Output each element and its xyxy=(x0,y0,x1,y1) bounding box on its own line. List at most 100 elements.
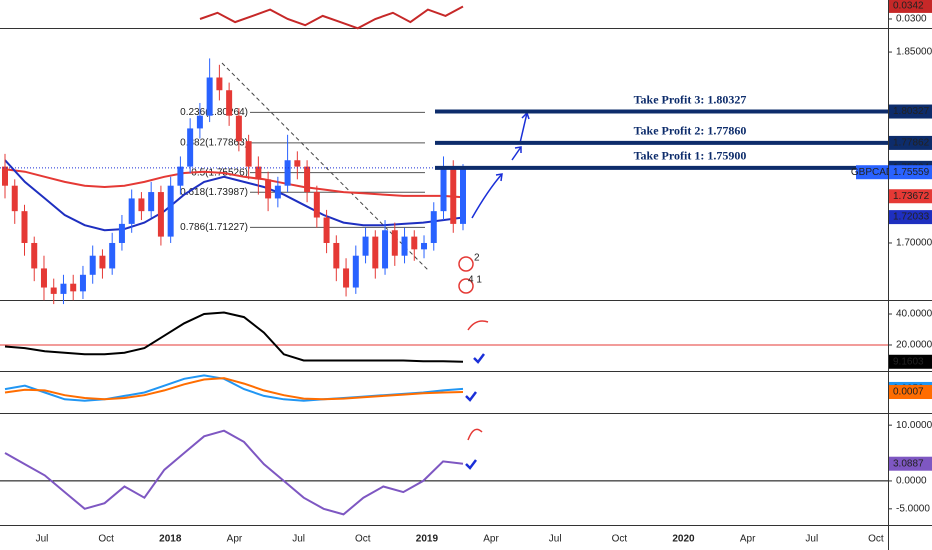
take-profit-label: Take Profit 2: 1.77860 xyxy=(634,124,747,138)
price-tag-label: 1.75559 xyxy=(893,167,930,178)
y-tick-label: 0.0000 xyxy=(896,476,927,487)
y-tick-label: 20.0000 xyxy=(896,340,932,351)
y-tick-label: 0.0300 xyxy=(896,14,927,25)
indicator-line xyxy=(4,377,464,401)
candle-body xyxy=(411,236,418,250)
candle-body xyxy=(187,128,194,167)
candle-body xyxy=(294,160,301,167)
x-tick-label: Apr xyxy=(227,534,243,545)
candle-body xyxy=(226,90,233,116)
candle-body xyxy=(265,179,272,199)
y-tick-label: 1.85000 xyxy=(896,47,932,58)
event-label: 4 1 xyxy=(468,275,482,286)
candle-body xyxy=(128,198,135,224)
indicator-line xyxy=(4,311,464,363)
indicator-line xyxy=(4,159,464,232)
x-tick-label: 2019 xyxy=(416,534,439,545)
price-tag-label: 1.73672 xyxy=(893,191,930,202)
x-tick-label: Jul xyxy=(805,534,818,545)
candle-body xyxy=(167,185,174,237)
candle-body xyxy=(235,115,242,142)
price-tag xyxy=(889,456,932,471)
indicator-line xyxy=(4,429,464,516)
y-tick-label: 10.0000 xyxy=(896,420,932,431)
candle-body xyxy=(89,255,96,275)
candle-body xyxy=(450,166,457,224)
candle-body xyxy=(177,166,184,186)
candle-body xyxy=(304,166,311,193)
x-tick-label: 2018 xyxy=(159,534,182,545)
fib-label: 0.236(1.80264) xyxy=(180,107,248,118)
price-tag xyxy=(889,165,932,180)
price-tag xyxy=(889,104,932,119)
symbol-tag xyxy=(856,165,888,180)
candle-body xyxy=(206,77,213,116)
candle-body xyxy=(138,198,145,212)
symbol-label: GBPCAD xyxy=(851,167,893,178)
candle-body xyxy=(109,242,116,269)
price-tag xyxy=(889,354,932,369)
price-tag xyxy=(889,189,932,204)
price-tag xyxy=(889,210,932,225)
take-profit-label: Take Profit 1: 1.75900 xyxy=(634,149,747,163)
x-tick-label: Apr xyxy=(483,534,499,545)
candle-body xyxy=(157,192,164,237)
price-tag-label: 1.72033 xyxy=(893,212,930,223)
candle-body xyxy=(430,211,437,243)
candle-body xyxy=(11,185,18,212)
event-label: 2 xyxy=(474,253,480,264)
fib-label: 0.618(1.73987) xyxy=(180,187,248,198)
x-tick-label: Jul xyxy=(36,534,49,545)
indicator-line xyxy=(4,168,464,199)
price-tag xyxy=(889,385,932,400)
candle-body xyxy=(372,236,379,269)
price-tag-label: 1.77862 xyxy=(893,138,930,149)
candle-body xyxy=(460,167,466,224)
candle-body xyxy=(216,77,223,91)
candle-body xyxy=(31,242,38,269)
arrows xyxy=(471,111,530,219)
y-tick-label: -5.0000 xyxy=(896,503,930,514)
fib-label: 0.786(1.71227) xyxy=(180,222,248,233)
y-tick-label: 1.70000 xyxy=(896,238,932,249)
candle-body xyxy=(401,236,408,256)
indicator-line xyxy=(199,5,464,30)
candle-body xyxy=(196,115,203,129)
take-profit-label: Take Profit 3: 1.80327 xyxy=(634,92,747,106)
price-tag xyxy=(889,135,932,150)
x-tick-label: Jul xyxy=(549,534,562,545)
candle-body xyxy=(21,211,28,243)
y-tick-label: 40.0000 xyxy=(896,309,932,320)
candle-body xyxy=(255,166,262,180)
candle-body xyxy=(60,283,67,294)
candle-body xyxy=(118,223,125,243)
candle-body xyxy=(352,255,359,288)
price-tag-label: 0.0342 xyxy=(893,1,924,12)
x-tick-label: Apr xyxy=(740,534,756,545)
candle-body xyxy=(148,192,155,212)
candle-body xyxy=(440,166,447,212)
candle-body xyxy=(362,236,369,256)
x-tick-label: Oct xyxy=(868,534,884,545)
candle-body xyxy=(323,217,330,243)
candle-body xyxy=(421,242,428,250)
candle-body xyxy=(245,141,252,167)
x-tick-label: 2020 xyxy=(672,534,695,545)
candle-body xyxy=(79,274,86,292)
x-tick-label: Oct xyxy=(355,534,371,545)
candle-body xyxy=(391,230,398,256)
candle-body xyxy=(284,160,291,186)
candle-body xyxy=(70,283,77,292)
candle-body xyxy=(40,268,47,288)
candle-body xyxy=(274,185,281,199)
price-tag-label: 9.1603 xyxy=(893,356,924,367)
candle-body xyxy=(99,255,106,269)
price-tag xyxy=(889,0,932,13)
annotations xyxy=(458,256,489,470)
candle-body xyxy=(343,268,350,288)
candle-body xyxy=(313,192,320,218)
price-tag-label: 0.0007 xyxy=(893,387,924,398)
candle-body xyxy=(333,242,340,269)
